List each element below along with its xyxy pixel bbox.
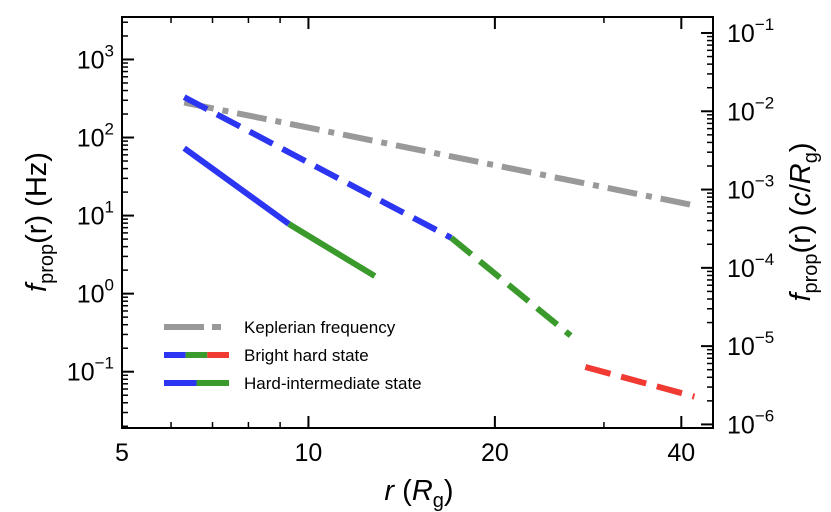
x-tick-label: 40 bbox=[667, 439, 695, 467]
series-line-4 bbox=[584, 364, 696, 400]
ticks-layer bbox=[121, 17, 713, 428]
legend-label: Hard-intermediate state bbox=[244, 374, 422, 393]
legend-label: Keplerian frequency bbox=[244, 318, 396, 337]
y-left-tick-label: 101 bbox=[77, 198, 114, 231]
x-tick-label: 20 bbox=[481, 439, 509, 467]
y-left-tick-label: 102 bbox=[77, 120, 114, 153]
series-line-1 bbox=[183, 99, 695, 209]
series-line-3 bbox=[449, 235, 573, 338]
y-left-tick-label: 100 bbox=[77, 276, 114, 309]
y-right-tick-label: 10−3 bbox=[727, 172, 774, 205]
y-right-tick-label: 10−6 bbox=[727, 406, 774, 439]
y-right-tick-label: 10−4 bbox=[727, 250, 774, 283]
y-axis-title-right: fprop(r) (c/Rg) bbox=[785, 142, 822, 301]
series-line-2 bbox=[182, 94, 453, 241]
legend: Keplerian frequency Bright hard state Hard… bbox=[164, 318, 422, 393]
series-layer bbox=[182, 94, 696, 400]
tick-labels: 5 10 20 40 10−1 100 101 102 103 10−6 10−5 10−4 10−3 1… bbox=[67, 15, 774, 467]
y-right-tick-label: 10−2 bbox=[727, 93, 774, 126]
legend-label: Bright hard state bbox=[244, 346, 369, 365]
y-right-tick-label: 10−5 bbox=[727, 328, 774, 361]
x-axis-title: r (Rg) bbox=[384, 475, 453, 512]
series-line-5 bbox=[182, 145, 291, 227]
x-tick-label: 5 bbox=[115, 439, 129, 467]
x-tick-label: 10 bbox=[295, 439, 323, 467]
y-axis-title-left: fprop(r) (Hz) bbox=[21, 152, 58, 292]
series-line-6 bbox=[287, 221, 377, 279]
y-left-tick-label: 10−1 bbox=[67, 354, 114, 387]
y-left-tick-label: 103 bbox=[77, 41, 114, 74]
y-right-tick-label: 10−1 bbox=[727, 15, 774, 48]
